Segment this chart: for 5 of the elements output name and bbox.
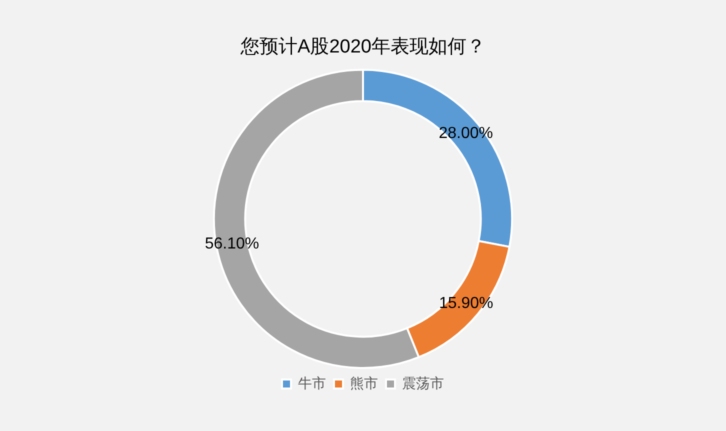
legend-label: 牛市 [298, 374, 326, 391]
data-label: 56.10% [204, 236, 260, 253]
legend-label: 熊市 [350, 374, 378, 391]
chart-title: 您预计A股2020年表现如何？ [240, 36, 486, 58]
legend-label: 震荡市 [402, 374, 444, 391]
